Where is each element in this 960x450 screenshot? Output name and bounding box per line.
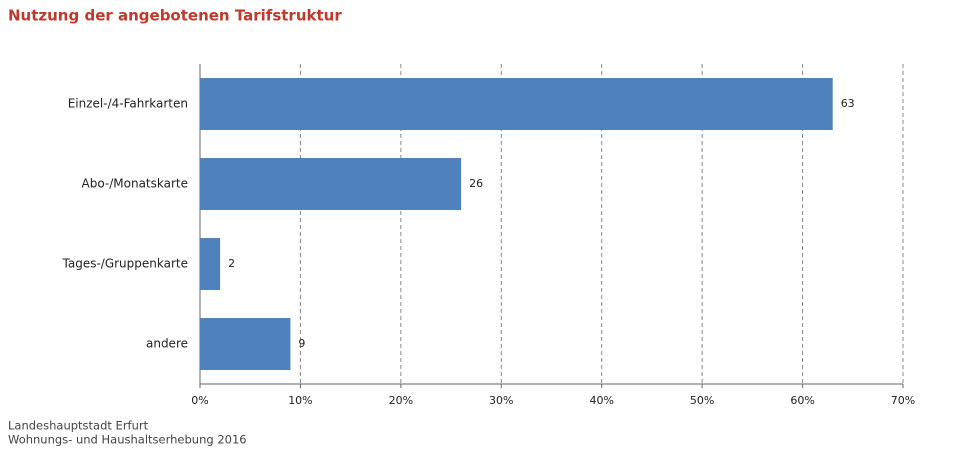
x-tick-label: 0% [191, 394, 208, 407]
x-tick-label: 70% [891, 394, 915, 407]
bar [200, 318, 291, 370]
source-line: Wohnungs- und Haushaltserhebung 2016 [8, 433, 247, 447]
data-label: 63 [841, 97, 855, 110]
x-tick-label: 40% [589, 394, 613, 407]
x-tick-label: 50% [690, 394, 714, 407]
chart-title: Nutzung der angebotenen Tarifstruktur [8, 7, 342, 25]
x-tick-label: 60% [790, 394, 814, 407]
y-tick-label: andere [146, 337, 188, 351]
x-tick-label: 30% [489, 394, 513, 407]
data-label: 2 [228, 257, 235, 270]
y-tick-label: Einzel-/4-Fahrkarten [68, 97, 188, 111]
source-line: Landeshauptstadt Erfurt [8, 419, 149, 433]
x-tick-label: 20% [389, 394, 413, 407]
bar [200, 78, 833, 130]
bar [200, 238, 221, 290]
y-tick-label: Tages-/Gruppenkarte [62, 257, 189, 271]
bar [200, 158, 462, 210]
y-tick-label: Abo-/Monatskarte [82, 177, 189, 191]
data-label: 26 [469, 177, 483, 190]
x-tick-label: 10% [288, 394, 312, 407]
data-label: 9 [298, 337, 305, 350]
